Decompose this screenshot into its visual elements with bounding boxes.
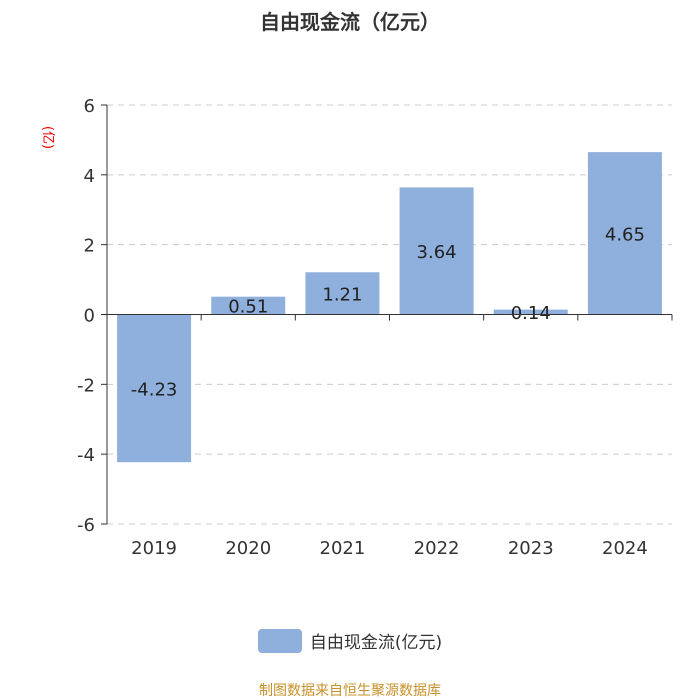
y-tick-label: 4 — [84, 166, 95, 187]
data-label: 0.51 — [228, 297, 268, 318]
data-label: 3.64 — [417, 242, 457, 263]
y-tick-label: -2 — [77, 375, 95, 396]
bar — [117, 314, 192, 463]
bar — [587, 152, 662, 315]
y-tick-label: -6 — [77, 515, 95, 536]
legend[interactable]: 自由现金流(亿元) — [0, 628, 700, 653]
bar — [305, 272, 380, 315]
data-label: 4.65 — [605, 224, 645, 245]
chart-title: 自由现金流（亿元） — [260, 10, 440, 34]
y-tick-label: 6 — [84, 96, 95, 117]
y-tick-label: 0 — [84, 306, 95, 327]
x-tick-label: 2021 — [320, 538, 366, 559]
y-tick-label: 2 — [84, 236, 95, 257]
x-tick-label: 2019 — [131, 538, 177, 559]
bar — [493, 309, 568, 315]
bar — [399, 187, 474, 315]
x-tick-label: 2023 — [508, 538, 554, 559]
y-tick-label: -4 — [77, 445, 95, 466]
data-label: 1.21 — [322, 284, 362, 305]
x-tick-label: 2024 — [602, 538, 648, 559]
data-label: -4.23 — [131, 379, 178, 400]
bar — [211, 296, 286, 315]
x-tick-label: 2022 — [414, 538, 460, 559]
legend-label: 自由现金流(亿元) — [309, 633, 443, 653]
source-note: 制图数据来自恒生聚源数据库 — [259, 683, 441, 699]
legend-swatch — [257, 628, 302, 653]
x-tick-label: 2020 — [225, 538, 271, 559]
data-label: 0.14 — [511, 303, 551, 324]
